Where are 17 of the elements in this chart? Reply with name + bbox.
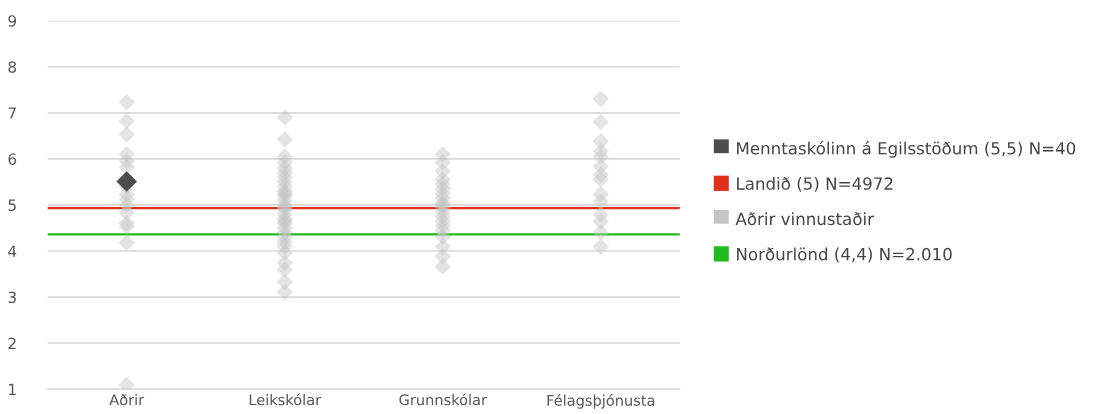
- legend-label: Aðrir vinnustaðir: [735, 212, 874, 226]
- legend-label: Norðurlönd (4,4) N=2.010: [737, 247, 952, 263]
- y-tick-label: 2: [8, 337, 16, 349]
- y-tick-label: 1: [9, 383, 16, 395]
- y-tick-label: 9: [8, 15, 17, 27]
- x-tick-label: Grunnskólar: [399, 393, 487, 406]
- x-tick-label: Leikskólar: [249, 393, 322, 406]
- y-tick-label: 6: [8, 153, 17, 165]
- y-tick-label: 5: [8, 199, 16, 211]
- y-tick-label: 7: [8, 107, 16, 119]
- x-tick-label: Aðrir: [109, 394, 145, 406]
- y-tick-label: 8: [8, 61, 17, 73]
- legend-label: Menntaskólinn á Egilsstöðum (5,5) N=40: [737, 141, 1076, 158]
- x-tick-label: Félagsþjónusta: [547, 394, 655, 409]
- y-tick-label: 3: [8, 291, 16, 304]
- legend-label: Landið (5) N=4972: [737, 176, 893, 192]
- y-tick-label: 4: [8, 245, 17, 257]
